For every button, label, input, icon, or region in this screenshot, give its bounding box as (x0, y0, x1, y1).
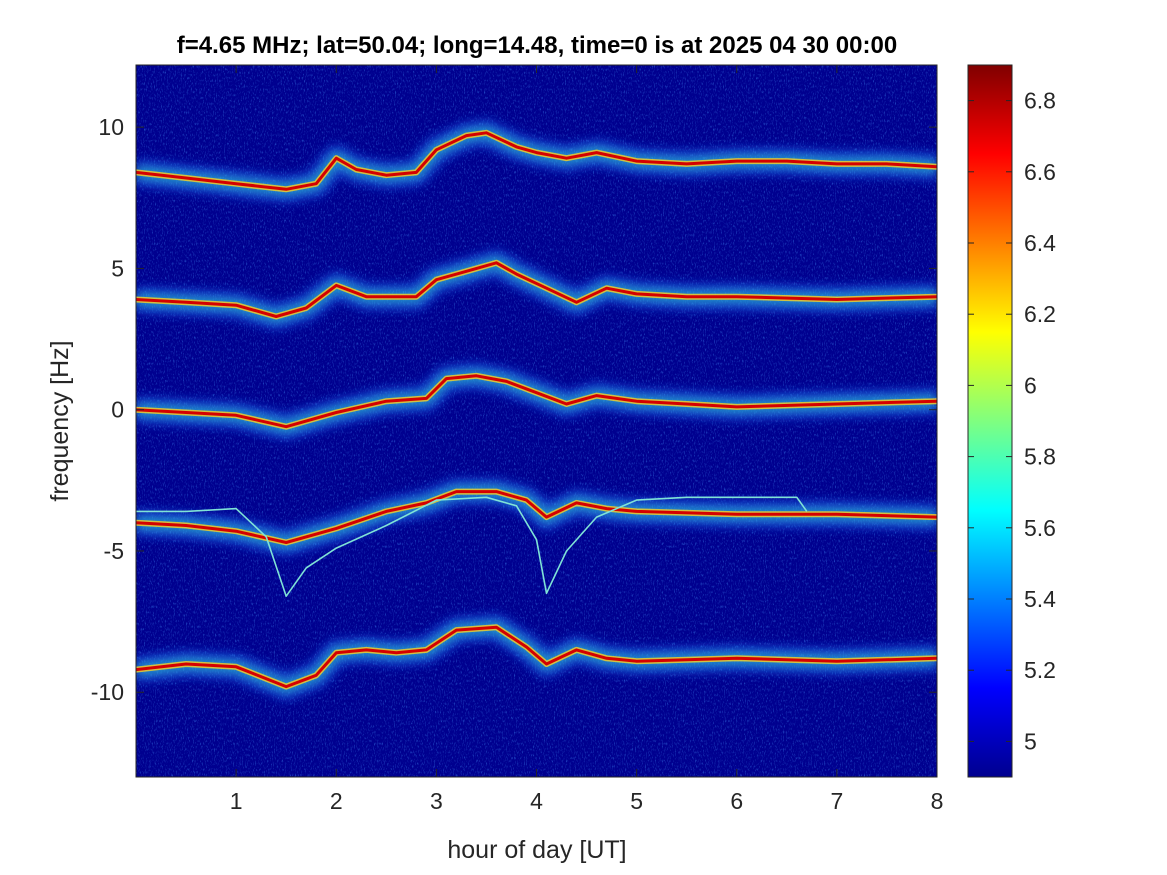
y-tick-label: 0 (111, 397, 124, 423)
x-axis-ticks: 1 2 3 4 5 6 7 8 (230, 65, 944, 814)
colorbar-tick-label: 5.6 (1024, 515, 1056, 541)
x-tick-label: 3 (430, 788, 443, 814)
colorbar-tick-label: 6 (1024, 372, 1037, 398)
trace-core-0 (136, 131, 937, 191)
colorbar-gradient (967, 64, 1013, 778)
colorbar-tick-label: 5.8 (1024, 444, 1056, 470)
y-tick-label: -10 (91, 679, 124, 705)
trace-core-4 (136, 625, 937, 689)
colorbar-tick-label: 5 (1024, 728, 1037, 754)
colorbar-tick-label: 5.4 (1024, 586, 1056, 612)
x-tick-label: 4 (530, 788, 543, 814)
y-tick-label: 5 (111, 255, 124, 281)
y-tick-label: 10 (98, 114, 124, 140)
y-axis-label: frequency [Hz] (46, 340, 74, 501)
colorbar-tick-label: 6.2 (1024, 301, 1056, 327)
colorbar: 5 5.2 5.4 5.6 5.8 6 6.2 6.4 6.6 6.8 (967, 64, 1056, 778)
x-tick-label: 6 (730, 788, 743, 814)
colorbar-tick-label: 6.4 (1024, 230, 1056, 256)
colorbar-ticks: 5 5.2 5.4 5.6 5.8 6 6.2 6.4 6.6 6.8 (968, 88, 1056, 754)
x-axis-label: hour of day [UT] (447, 836, 626, 864)
traces-layer (136, 119, 937, 700)
colorbar-tick-label: 6.8 (1024, 88, 1056, 114)
trace-core-3 (136, 490, 937, 544)
x-tick-label: 2 (330, 788, 343, 814)
trace-core-2 (136, 374, 937, 429)
y-tick-label: -5 (104, 538, 124, 564)
plot-area (136, 65, 937, 777)
y-axis-ticks: -10 -5 0 5 10 (91, 114, 937, 705)
x-tick-label: 5 (630, 788, 643, 814)
thin-trace-0 (136, 496, 808, 597)
x-tick-label: 8 (931, 788, 944, 814)
colorbar-tick-label: 6.6 (1024, 159, 1056, 185)
x-tick-label: 7 (830, 788, 843, 814)
x-tick-label: 1 (230, 788, 243, 814)
chart-title: f=4.65 MHz; lat=50.04; long=14.48, time=… (177, 32, 897, 59)
colorbar-tick-label: 5.2 (1024, 657, 1056, 683)
trace-core-1 (136, 261, 937, 318)
